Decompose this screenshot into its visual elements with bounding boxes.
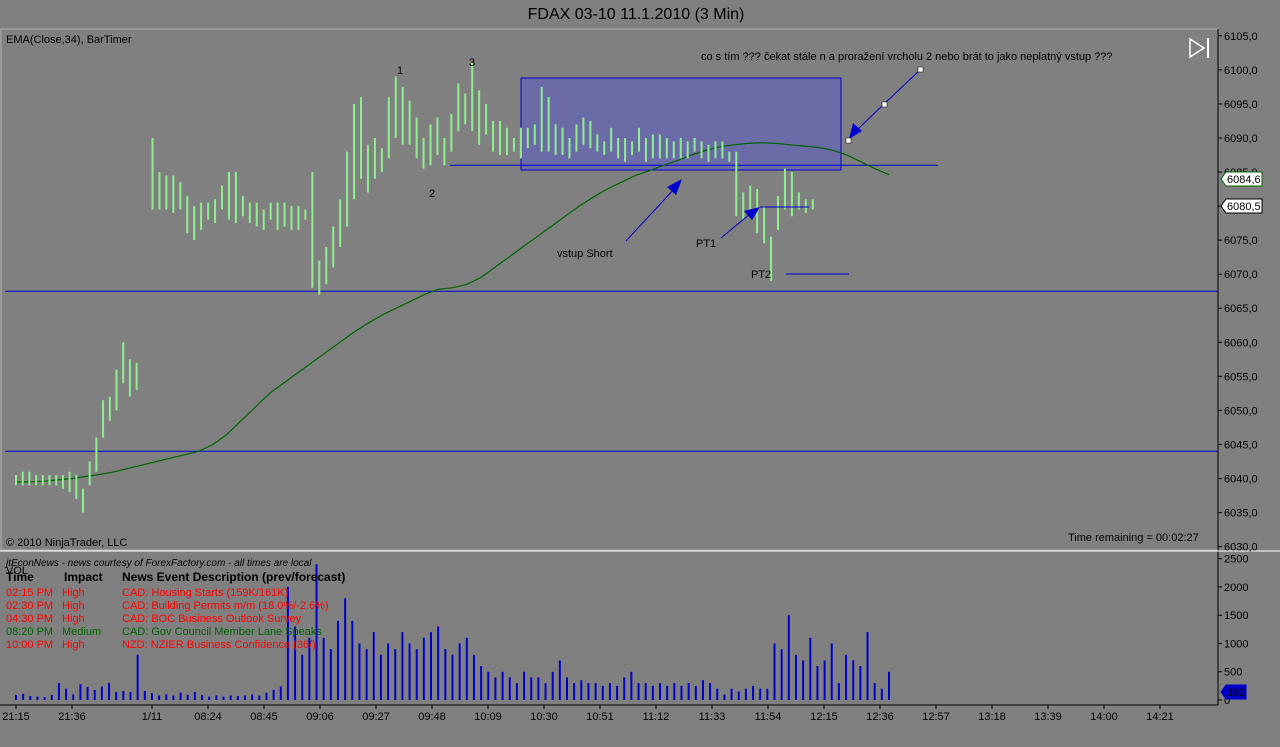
volume-tick-label: 1500 [1224, 610, 1248, 622]
news-desc: CAD: Gov Council Member Lane Speaks [122, 626, 322, 638]
copyright: © 2010 NinjaTrader, LLC [6, 537, 127, 549]
time-tick-label: 08:24 [194, 711, 222, 723]
news-time: 10:00 PM [6, 639, 53, 651]
volume-tick-label: 2500 [1224, 554, 1248, 566]
arrow-pt1 [720, 206, 809, 239]
price-tick-label: 6030,0 [1224, 542, 1258, 554]
news-header: jtEconNews - news courtesy of ForexFacto… [4, 558, 312, 569]
annotation-label-1: 1 [397, 65, 403, 77]
time-remaining: Time remaining = 00:02:27 [1068, 532, 1199, 544]
price-tick-label: 6035,0 [1224, 508, 1258, 520]
volume-current-label: 102 [1227, 687, 1245, 699]
news-desc: CAD: BOC Business Outlook Survey [122, 613, 302, 625]
price-tick-label: 6090,0 [1224, 133, 1258, 145]
news-impact: High [62, 613, 85, 625]
volume-tick-label: 500 [1224, 667, 1242, 679]
price-tick-label: 6055,0 [1224, 371, 1258, 383]
time-tick-label: 09:48 [418, 711, 446, 723]
news-impact: High [62, 639, 85, 651]
vol-label: VOL [6, 565, 28, 577]
chart-title: FDAX 03-10 11.1.2010 (3 Min) [528, 6, 745, 23]
price-tick-label: 6050,0 [1224, 405, 1258, 417]
news-rows: 02:15 PM High CAD: Housing Starts (159K/16… [6, 587, 329, 651]
indicator-label: EMA(Close,34), BarTimer [6, 34, 132, 46]
news-desc: CAD: Building Permits m/m (18.0%/-2.6%) [122, 600, 329, 612]
news-time: 04:30 PM [6, 613, 53, 625]
time-tick-label: 09:06 [306, 711, 334, 723]
price-tick-label: 6075,0 [1224, 235, 1258, 247]
time-tick-label: 12:36 [866, 711, 894, 723]
news-desc: CAD: Housing Starts (159K/161K) [122, 587, 288, 599]
ema-value-label: 6084,6 [1227, 174, 1261, 186]
news-col-time: Time [6, 570, 34, 584]
last-price-label: 6080,5 [1227, 201, 1261, 213]
annotation-pt2: PT2 [751, 269, 771, 281]
news-time: 08:20 PM [6, 626, 53, 638]
time-tick-label: 14:21 [1146, 711, 1174, 723]
price-bars [15, 63, 814, 513]
price-tick-label: 6070,0 [1224, 269, 1258, 281]
time-tick-label: 21:36 [58, 711, 86, 723]
time-tick-label: 13:18 [978, 711, 1006, 723]
price-tick-label: 6040,0 [1224, 473, 1258, 485]
volume-current-marker: 102 [1220, 684, 1247, 700]
price-tick-label: 6060,0 [1224, 337, 1258, 349]
time-tick-label: 14:00 [1090, 711, 1118, 723]
time-tick-label: 21:15 [2, 711, 30, 723]
annotation-note: co s tím ??? čekat stále n a proražení v… [701, 51, 1113, 63]
volume-axis-ticks: 2500 2000 1500 1000 500 0 [1218, 554, 1248, 707]
horizontal-lines [5, 164, 1218, 452]
time-tick-label: 1/11 [142, 711, 163, 723]
time-tick-label: 13:39 [1034, 711, 1062, 723]
volume-tick-label: 1000 [1224, 638, 1248, 650]
annotation-entry: vstup Short [557, 248, 613, 260]
time-tick-label: 12:15 [810, 711, 838, 723]
news-time: 02:15 PM [6, 587, 53, 599]
arrow-note [845, 66, 924, 144]
price-tick-label: 6065,0 [1224, 303, 1258, 315]
price-tick-label: 6095,0 [1224, 99, 1258, 111]
time-tick-label: 10:09 [474, 711, 502, 723]
annotation-label-3: 3 [469, 57, 475, 69]
time-tick-label: 11:33 [699, 711, 726, 723]
time-axis-ticks: 21:15 21:36 1/11 08:24 08:45 09:06 09:27 09:48 1… [2, 705, 1174, 723]
time-tick-label: 10:30 [530, 711, 558, 723]
news-col-impact: Impact [64, 570, 103, 584]
news-col-desc: News Event Description (prev/forecast) [122, 570, 345, 584]
volume-tick-label: 2000 [1224, 582, 1248, 594]
ema-value-marker: 6084,6 [1220, 171, 1263, 187]
time-tick-label: 10:51 [586, 711, 614, 723]
time-tick-label: 11:12 [643, 711, 670, 723]
news-time: 02:30 PM [6, 600, 53, 612]
arrow-entry [625, 179, 682, 242]
time-tick-label: 09:27 [362, 711, 390, 723]
volume-tick-label: 0 [1224, 695, 1230, 707]
news-desc: NZD: NZIER Business Confidence (36/) [122, 639, 316, 651]
price-tick-label: 6100,0 [1224, 65, 1258, 77]
price-tick-label: 6045,0 [1224, 439, 1258, 451]
time-tick-label: 11:54 [755, 711, 782, 723]
news-impact: High [62, 600, 85, 612]
play-end-icon[interactable] [1189, 37, 1209, 59]
ema-line [16, 142, 890, 483]
news-impact: High [62, 587, 85, 599]
volume-bars [15, 564, 890, 700]
news-impact: Medium [62, 626, 101, 638]
price-tick-label: 6105,0 [1224, 31, 1258, 43]
time-tick-label: 12:57 [922, 711, 950, 723]
last-price-marker: 6080,5 [1220, 198, 1263, 214]
annotation-label-2: 2 [429, 188, 435, 200]
annotation-pt1: PT1 [696, 238, 716, 250]
time-tick-label: 08:45 [250, 711, 278, 723]
